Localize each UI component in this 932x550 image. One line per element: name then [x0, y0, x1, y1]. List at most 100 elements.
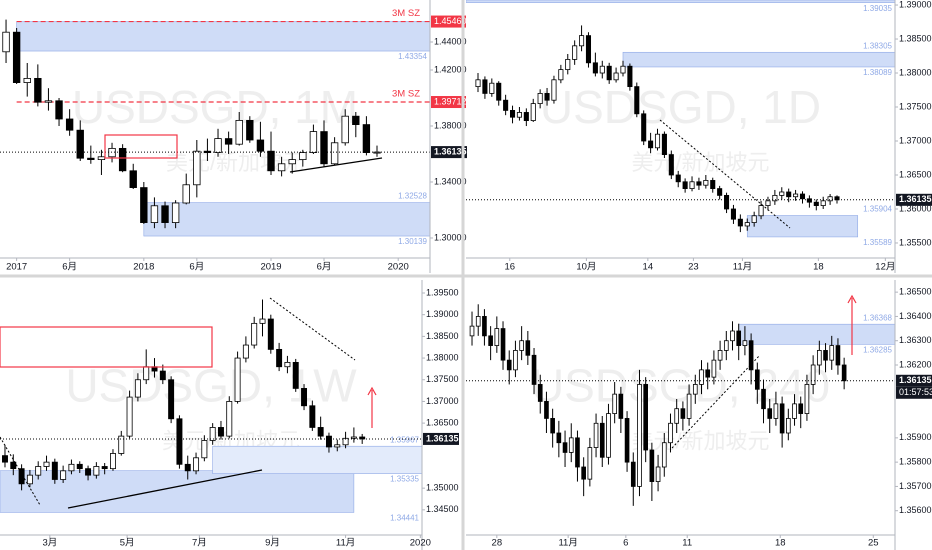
zone-label: 1.35335	[390, 475, 419, 484]
candle-body	[276, 348, 283, 368]
candle-body	[689, 181, 695, 189]
x-tick-label: 18	[775, 538, 786, 549]
candle-body	[627, 65, 633, 88]
candle-body	[159, 370, 166, 381]
candle-body	[696, 181, 702, 186]
candle-body	[587, 447, 593, 480]
candle-body	[506, 359, 512, 371]
candle-body	[568, 437, 574, 453]
candle-body	[641, 113, 647, 142]
candle-body	[761, 388, 766, 410]
candle-body	[234, 357, 241, 402]
candle-body	[779, 403, 785, 434]
candle-body	[51, 461, 58, 480]
candle-body	[649, 449, 655, 482]
trend-line	[269, 297, 356, 361]
candle-body	[143, 366, 150, 381]
y-tick-label: 1.44000	[434, 36, 467, 46]
candle-body	[251, 322, 258, 346]
candle-body	[558, 69, 564, 81]
candle-body	[288, 159, 296, 165]
y-tick-label: 1.36500	[426, 417, 459, 427]
candle-body	[352, 115, 360, 125]
y-tick-label: 1.37000	[426, 396, 459, 406]
candle-body	[737, 218, 743, 227]
candle-body	[43, 461, 50, 467]
level-tag	[431, 96, 466, 109]
level-note: 3M SZ	[392, 89, 420, 100]
y-tick-label: 1.34500	[426, 504, 459, 514]
candle-body	[242, 344, 249, 359]
candle-body	[804, 384, 810, 414]
zone	[143, 202, 430, 237]
candle-body	[717, 188, 723, 196]
y-tick-label: 1.38000	[434, 120, 467, 130]
candle-body	[193, 457, 200, 472]
candle-body	[224, 138, 233, 145]
x-tick-label: 5月	[120, 538, 135, 549]
candle-body	[350, 436, 357, 439]
candle-body	[786, 191, 792, 198]
candle-body	[68, 463, 75, 472]
zone-label: 1.35967	[390, 435, 419, 444]
zone-label: 1.34441	[390, 514, 419, 523]
candle-body	[692, 384, 698, 395]
candle-body	[320, 131, 328, 165]
candle-body	[503, 99, 509, 111]
candle-body	[226, 401, 233, 437]
candle-body	[835, 345, 841, 366]
zone-label: 1.32528	[398, 192, 427, 201]
candle-body	[330, 142, 339, 165]
candle-body	[60, 470, 67, 480]
candle-body	[235, 119, 243, 145]
candle-body	[93, 466, 100, 476]
y-tick-label: 1.34000	[434, 176, 467, 186]
candle-body	[76, 463, 83, 470]
candle-body	[668, 154, 674, 176]
candle-body	[513, 350, 518, 371]
trend-line	[289, 157, 383, 173]
candle-body	[823, 350, 828, 361]
zone-label: 1.38305	[863, 41, 892, 50]
y-tick-label: 1.38500	[426, 331, 459, 341]
zone-label: 1.39035	[863, 4, 892, 13]
candle-body	[2, 455, 8, 463]
candle-body	[65, 118, 74, 131]
candle-body	[362, 124, 371, 153]
y-tick-label: 1.36400	[899, 311, 932, 321]
candle-body	[325, 435, 332, 448]
x-tick-label: 6	[623, 538, 628, 549]
x-tick-label: 25	[868, 538, 879, 549]
candle-body	[118, 435, 125, 454]
candle-body	[87, 157, 95, 160]
x-tick-label: 23	[688, 262, 699, 273]
candle-body	[267, 318, 274, 350]
x-tick-label: 9月	[265, 538, 280, 549]
candle-body	[317, 427, 324, 437]
candle-body	[309, 405, 316, 428]
zone-label: 1.35589	[863, 238, 892, 247]
candle-body	[277, 163, 286, 172]
zone	[16, 21, 430, 52]
last-price-tag	[896, 193, 932, 206]
candle-body	[655, 466, 661, 482]
candle-body	[496, 82, 502, 101]
candle-body	[544, 93, 550, 101]
candle-body	[765, 200, 771, 206]
candle-body	[736, 330, 742, 346]
candle-body	[827, 196, 833, 202]
watermark-sub: 美元/新加坡元	[631, 428, 769, 453]
candle-body	[723, 340, 729, 351]
candle-body	[171, 202, 180, 223]
candle-body	[26, 474, 33, 485]
x-tick-label: 11月	[336, 538, 355, 549]
zone-label: 1.35904	[863, 205, 892, 214]
last-price-label: 1.36135	[426, 433, 459, 443]
candle-body	[214, 138, 222, 153]
countdown-label: 01:57:53	[899, 387, 932, 397]
y-tick-label: 1.35500	[899, 237, 932, 247]
x-tick-label: 2017	[6, 262, 27, 273]
candle-body	[593, 422, 599, 448]
candle-body	[724, 194, 730, 210]
x-tick-label: 2020	[410, 538, 431, 549]
